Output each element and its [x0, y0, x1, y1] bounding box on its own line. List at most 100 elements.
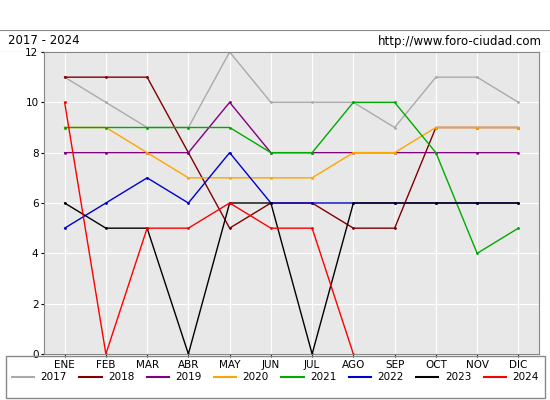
2019: [185, 150, 192, 155]
2022: [227, 150, 233, 155]
2021: [309, 150, 316, 155]
2022: [432, 201, 439, 206]
Text: Evolucion del paro registrado en Revenga de Campos: Evolucion del paro registrado en Revenga…: [79, 8, 471, 22]
2023: [102, 226, 109, 230]
2018: [392, 226, 398, 230]
2020: [61, 125, 68, 130]
2024: [102, 352, 109, 356]
Line: 2019: 2019: [63, 101, 520, 154]
2023: [61, 201, 68, 206]
2018: [350, 226, 356, 230]
Text: 2021: 2021: [310, 372, 337, 382]
Text: http://www.foro-ciudad.com: http://www.foro-ciudad.com: [378, 34, 542, 48]
2018: [185, 150, 192, 155]
2022: [309, 201, 316, 206]
2021: [515, 226, 521, 230]
2022: [350, 201, 356, 206]
2021: [392, 100, 398, 105]
2022: [61, 226, 68, 230]
2017: [144, 125, 151, 130]
2020: [144, 150, 151, 155]
2018: [61, 75, 68, 80]
2023: [144, 226, 151, 230]
Line: 2024: 2024: [63, 101, 355, 355]
2023: [309, 352, 316, 356]
2017: [350, 100, 356, 105]
Text: 2017 - 2024: 2017 - 2024: [8, 34, 80, 48]
2020: [185, 176, 192, 180]
Text: 2018: 2018: [108, 372, 134, 382]
2021: [432, 150, 439, 155]
2019: [392, 150, 398, 155]
2019: [61, 150, 68, 155]
2022: [392, 201, 398, 206]
2024: [350, 352, 356, 356]
2021: [61, 125, 68, 130]
2020: [515, 125, 521, 130]
2018: [432, 125, 439, 130]
2019: [350, 150, 356, 155]
2018: [267, 201, 274, 206]
2024: [185, 226, 192, 230]
2022: [267, 201, 274, 206]
2021: [267, 150, 274, 155]
2023: [185, 352, 192, 356]
2022: [102, 201, 109, 206]
2019: [474, 150, 481, 155]
2024: [61, 100, 68, 105]
2021: [227, 125, 233, 130]
2017: [515, 100, 521, 105]
Text: 2024: 2024: [512, 372, 538, 382]
2018: [515, 125, 521, 130]
Text: 2019: 2019: [175, 372, 202, 382]
2020: [267, 176, 274, 180]
2017: [102, 100, 109, 105]
2020: [102, 125, 109, 130]
Line: 2022: 2022: [63, 151, 520, 230]
Line: 2020: 2020: [63, 126, 520, 179]
2020: [309, 176, 316, 180]
2024: [144, 226, 151, 230]
2023: [474, 201, 481, 206]
2019: [144, 150, 151, 155]
2019: [102, 150, 109, 155]
Text: 2022: 2022: [377, 372, 404, 382]
2021: [144, 125, 151, 130]
2020: [474, 125, 481, 130]
2020: [432, 125, 439, 130]
2019: [432, 150, 439, 155]
2023: [350, 201, 356, 206]
2017: [227, 50, 233, 54]
2023: [392, 201, 398, 206]
2018: [144, 75, 151, 80]
2019: [227, 100, 233, 105]
Line: 2021: 2021: [63, 101, 520, 255]
2022: [185, 201, 192, 206]
2021: [474, 251, 481, 256]
2021: [102, 125, 109, 130]
2023: [432, 201, 439, 206]
Text: 2023: 2023: [445, 372, 471, 382]
2018: [102, 75, 109, 80]
2017: [474, 75, 481, 80]
2019: [515, 150, 521, 155]
2024: [309, 226, 316, 230]
2020: [392, 150, 398, 155]
Text: 2017: 2017: [41, 372, 67, 382]
2020: [350, 150, 356, 155]
2017: [432, 75, 439, 80]
2022: [515, 201, 521, 206]
2017: [61, 75, 68, 80]
2019: [309, 150, 316, 155]
2021: [350, 100, 356, 105]
2022: [144, 176, 151, 180]
2024: [267, 226, 274, 230]
Line: 2023: 2023: [63, 202, 520, 355]
2018: [309, 201, 316, 206]
2023: [515, 201, 521, 206]
2021: [185, 125, 192, 130]
2022: [474, 201, 481, 206]
2017: [392, 125, 398, 130]
2019: [267, 150, 274, 155]
Line: 2017: 2017: [63, 51, 520, 129]
